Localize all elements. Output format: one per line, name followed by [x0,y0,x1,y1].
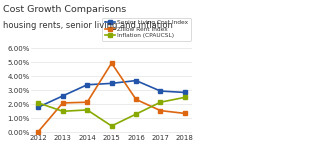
Inflation (CPAUCSL) [61,110,64,112]
Senior Living Cost Index [110,82,113,84]
Inflation (CPAUCSL) [37,102,40,104]
Line: Senior Living Cost Index: Senior Living Cost Index [37,79,187,109]
Zillow Rent Index [85,101,89,103]
Senior Living Cost Index [134,80,138,82]
Inflation (CPAUCSL) [110,125,113,127]
Line: Inflation (CPAUCSL): Inflation (CPAUCSL) [37,96,187,128]
Zillow Rent Index [61,102,64,104]
Senior Living Cost Index [159,90,162,92]
Text: Cost Growth Comparisons: Cost Growth Comparisons [3,5,126,14]
Zillow Rent Index [37,131,40,133]
Legend: Senior Living Cost Index, Zillow Rent Index, Inflation (CPAUCSL): Senior Living Cost Index, Zillow Rent In… [102,18,191,41]
Line: Zillow Rent Index: Zillow Rent Index [37,61,187,133]
Zillow Rent Index [110,62,113,64]
Zillow Rent Index [159,110,162,112]
Senior Living Cost Index [85,84,89,86]
Inflation (CPAUCSL) [183,96,187,98]
Zillow Rent Index [134,98,138,100]
Inflation (CPAUCSL) [134,113,138,115]
Text: housing rents, senior living and inflation: housing rents, senior living and inflati… [3,21,173,30]
Senior Living Cost Index [183,91,187,93]
Inflation (CPAUCSL) [85,109,89,111]
Inflation (CPAUCSL) [159,101,162,103]
Zillow Rent Index [183,112,187,114]
Senior Living Cost Index [37,106,40,108]
Senior Living Cost Index [61,95,64,97]
